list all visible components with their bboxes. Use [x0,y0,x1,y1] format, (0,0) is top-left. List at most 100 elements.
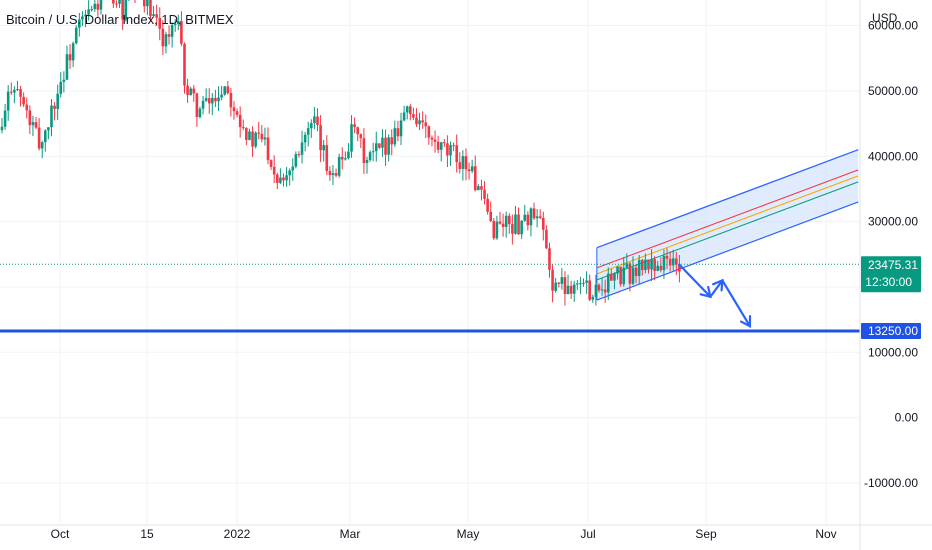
candle-body [495,221,499,239]
candle-body [396,128,400,137]
candle-body [266,137,270,161]
candle-body [90,9,94,11]
candle-body [455,145,458,163]
candle-body [526,214,530,226]
candle-body [158,17,162,29]
candle-body [334,173,338,176]
candle-body [319,125,322,151]
candle-body [229,93,233,108]
candle-body [671,258,675,266]
candle-body [535,216,539,219]
candle-body [405,106,409,113]
candle-body [470,166,474,172]
candle-body [350,124,353,152]
candle-body [152,14,155,17]
candle-body [461,156,465,169]
candle-body [269,160,273,167]
candle-body [180,20,183,44]
candle-body [316,116,319,126]
candle-body [3,110,7,127]
price-badges: 23475.31 12:30:00 13250.00 [861,256,921,340]
candle-body [161,28,165,47]
channel-lower-line [596,201,859,301]
channel-upper-line [596,149,859,249]
candle-body [483,189,486,199]
candle-body [251,131,254,147]
candle-body [78,19,81,28]
candle-body [285,175,288,181]
candle-body [637,259,641,277]
candle-body [28,110,32,126]
candle-body [201,100,205,109]
candle-body [439,142,443,150]
candle-body [71,43,75,61]
candle-body [566,285,570,294]
candle-body [467,169,471,172]
candle-body [421,120,424,123]
candle-body [195,93,199,118]
candle-body [337,156,341,176]
chart-title: Bitcoin / U.S. Dollar Index, 1D, BITMEX [6,12,234,27]
candle-body [517,214,520,235]
candle-body [62,79,66,82]
candle-body [597,284,601,291]
candle-body [560,277,564,284]
candle-body [112,0,115,4]
candle-body [53,105,56,109]
candle-body [622,267,626,285]
candle-body [365,160,369,164]
candle-body [381,137,384,148]
candle-body [263,137,267,140]
candle-body [31,122,35,126]
candle-body [177,20,180,25]
candle-body [19,89,22,97]
candle-body [16,89,19,91]
candle-body [408,106,412,115]
candle-body [514,214,517,234]
candle-body [424,122,428,127]
candle-body [303,134,307,143]
candle-body [328,170,332,176]
candle-body [523,214,527,221]
candle-body [492,221,496,239]
candle-body [594,284,598,297]
candle-body [142,0,146,7]
candle-body [551,269,554,291]
candle-body [572,284,576,294]
x-tick-label: Jul [580,527,595,541]
candle-body [668,258,672,266]
candle-body [0,126,4,131]
candle-body [390,137,394,145]
last-price-value: 23475.31 [868,258,918,272]
candle-body [322,145,325,151]
candle-body [542,217,545,230]
candle-body [170,24,174,37]
candle-body [415,117,418,125]
candle-body [347,151,350,159]
candle-body [25,104,29,111]
candle-body [640,259,644,271]
candle-body [56,93,59,109]
candle-body [331,173,335,176]
candle-body [591,296,595,300]
candle-body [619,266,622,285]
candle-body [625,263,629,268]
x-tick-label: 15 [140,527,154,541]
candle-body [68,54,72,61]
candle-body [418,120,421,125]
projection-arrows [678,263,752,328]
projection-arrow-head [739,315,752,328]
candle-body [300,142,304,155]
grid-lines [0,0,860,525]
candle-body [644,259,647,271]
candle-body [40,142,44,149]
candle-body [356,127,360,135]
candle-body [220,94,223,98]
candle-body [124,0,128,20]
y-tick-label: 50000.00 [868,84,918,98]
x-tick-label: Sep [695,527,717,541]
candle-body [74,27,78,44]
candle-body [245,127,248,140]
